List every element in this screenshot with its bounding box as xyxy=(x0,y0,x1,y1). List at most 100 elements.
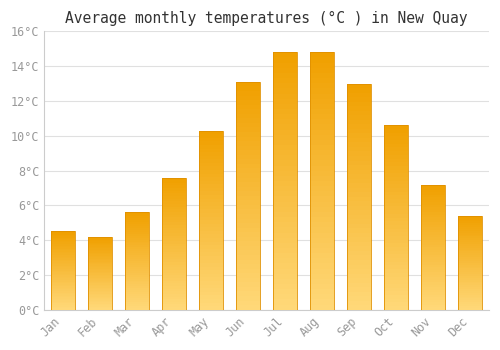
Bar xyxy=(236,132,260,136)
Bar xyxy=(125,282,149,285)
Bar xyxy=(88,259,112,260)
Bar xyxy=(199,166,223,170)
Bar xyxy=(51,266,75,267)
Bar xyxy=(422,227,446,230)
Bar xyxy=(88,263,112,265)
Bar xyxy=(125,294,149,296)
Bar xyxy=(199,191,223,195)
Bar xyxy=(310,191,334,196)
Bar xyxy=(422,187,446,189)
Bar xyxy=(384,214,408,218)
Bar xyxy=(162,204,186,206)
Bar xyxy=(125,308,149,310)
Bar xyxy=(125,271,149,273)
Bar xyxy=(422,275,446,277)
Bar xyxy=(273,83,297,88)
Bar xyxy=(347,215,372,219)
Bar xyxy=(458,304,482,306)
Bar xyxy=(273,176,297,181)
Bar xyxy=(88,302,112,304)
Bar xyxy=(125,265,149,267)
Bar xyxy=(347,278,372,282)
Bar xyxy=(347,183,372,188)
Bar xyxy=(458,295,482,296)
Bar xyxy=(199,238,223,242)
Bar xyxy=(310,274,334,279)
Bar xyxy=(458,291,482,293)
Bar xyxy=(422,282,446,285)
Bar xyxy=(273,196,297,202)
Bar xyxy=(273,93,297,99)
Bar xyxy=(384,258,408,262)
Bar xyxy=(199,141,223,145)
Bar xyxy=(51,293,75,294)
Bar xyxy=(347,120,372,124)
Bar xyxy=(458,219,482,222)
Bar xyxy=(51,291,75,293)
Bar xyxy=(310,160,334,166)
Bar xyxy=(51,305,75,307)
Bar xyxy=(236,105,260,109)
Bar xyxy=(199,234,223,238)
Bar xyxy=(236,118,260,123)
Bar xyxy=(384,288,408,291)
Bar xyxy=(310,57,334,63)
Bar xyxy=(88,250,112,251)
Bar xyxy=(88,238,112,240)
Bar xyxy=(310,253,334,258)
Bar xyxy=(51,303,75,305)
Bar xyxy=(273,114,297,119)
Bar xyxy=(384,199,408,203)
Bar xyxy=(125,212,149,310)
Bar xyxy=(51,281,75,283)
Bar xyxy=(422,232,446,234)
Bar xyxy=(51,275,75,277)
Bar xyxy=(422,184,446,187)
Bar xyxy=(88,254,112,256)
Bar xyxy=(125,273,149,275)
Bar xyxy=(458,287,482,289)
Bar xyxy=(273,186,297,191)
Bar xyxy=(458,242,482,244)
Bar xyxy=(51,280,75,281)
Bar xyxy=(384,284,408,288)
Bar xyxy=(88,295,112,296)
Bar xyxy=(273,284,297,289)
Bar xyxy=(236,219,260,223)
Bar xyxy=(162,302,186,304)
Bar xyxy=(162,238,186,241)
Bar xyxy=(422,295,446,297)
Bar xyxy=(51,252,75,253)
Bar xyxy=(273,109,297,114)
Bar xyxy=(125,285,149,286)
Bar xyxy=(162,270,186,273)
Bar xyxy=(125,224,149,226)
Bar xyxy=(236,177,260,182)
Bar xyxy=(458,268,482,270)
Bar xyxy=(199,241,223,245)
Bar xyxy=(162,215,186,217)
Bar xyxy=(162,244,186,246)
Bar xyxy=(310,68,334,73)
Bar xyxy=(273,191,297,196)
Bar xyxy=(310,279,334,284)
Bar xyxy=(347,296,372,301)
Bar xyxy=(236,223,260,228)
Bar xyxy=(125,259,149,261)
Bar xyxy=(51,269,75,271)
Bar xyxy=(236,264,260,269)
Bar xyxy=(273,264,297,268)
Bar xyxy=(384,210,408,214)
Bar xyxy=(422,260,446,262)
Bar xyxy=(88,253,112,254)
Bar xyxy=(384,162,408,166)
Bar xyxy=(310,104,334,109)
Bar xyxy=(458,302,482,304)
Bar xyxy=(199,213,223,217)
Bar xyxy=(125,302,149,304)
Bar xyxy=(384,133,408,136)
Bar xyxy=(384,188,408,192)
Bar xyxy=(422,297,446,300)
Bar xyxy=(273,274,297,279)
Bar xyxy=(51,289,75,291)
